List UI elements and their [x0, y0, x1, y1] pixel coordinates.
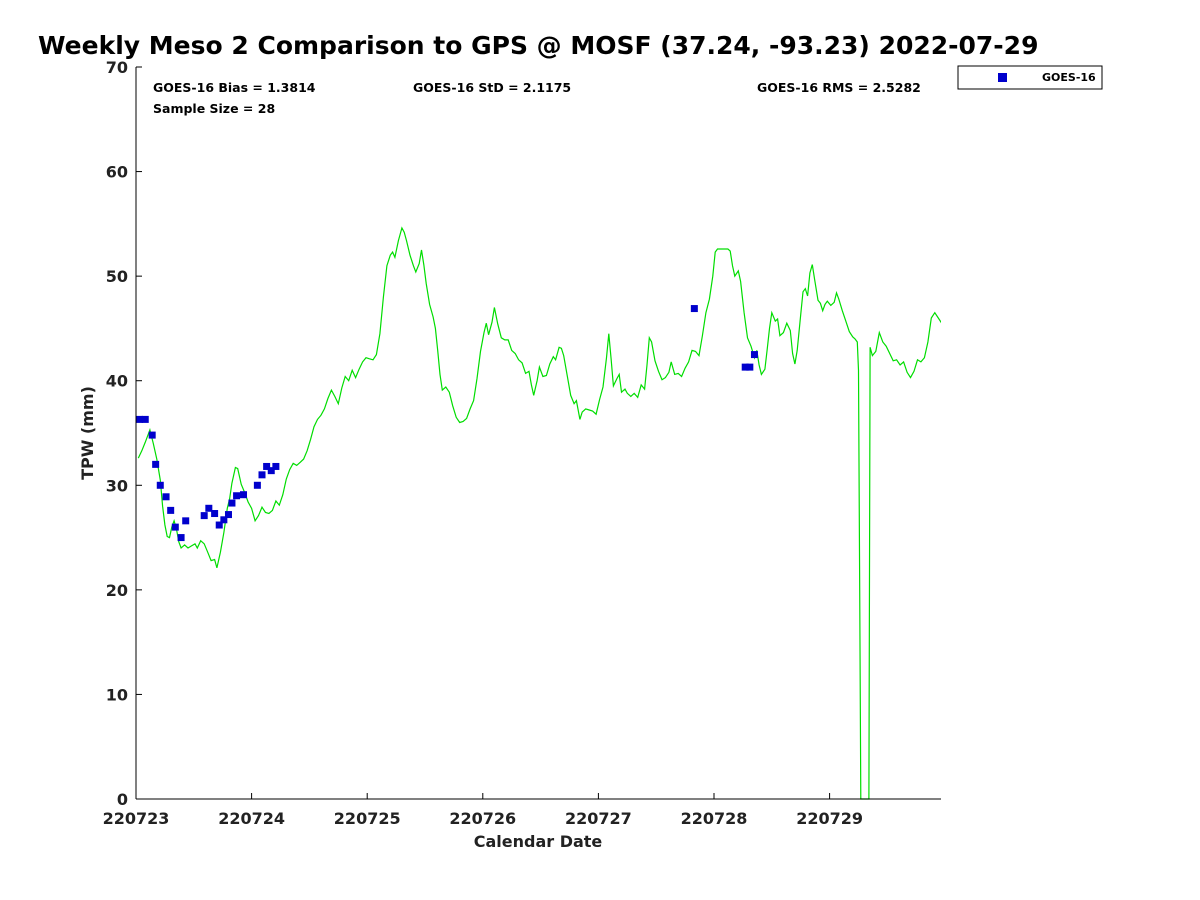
x-axis-label: Calendar Date [474, 832, 603, 851]
data-point [215, 521, 223, 529]
data-point [224, 511, 232, 519]
y-tick-label: 20 [106, 581, 128, 600]
data-point [135, 415, 143, 423]
legend-box [957, 65, 1103, 90]
data-point [141, 415, 149, 423]
x-tick-label: 220723 [103, 809, 170, 828]
bias-stat: GOES-16 Bias = 1.3814 [153, 80, 316, 95]
y-tick-label: 30 [106, 476, 128, 495]
data-point [167, 506, 175, 514]
x-tick-label: 220724 [218, 809, 285, 828]
rms-stat: GOES-16 RMS = 2.5282 [757, 80, 921, 95]
x-tick-label: 220728 [681, 809, 748, 828]
data-point [750, 351, 758, 359]
data-point [156, 481, 164, 489]
plot-area [135, 226, 941, 800]
data-point [182, 517, 190, 525]
x-tick-label: 220725 [334, 809, 401, 828]
data-point [263, 462, 271, 470]
chart-title: Weekly Meso 2 Comparison to GPS @ MOSF (… [38, 31, 1038, 60]
y-axis-label: TPW (mm) [78, 386, 97, 480]
data-point [253, 481, 261, 489]
legend: GOES-16 [957, 65, 1103, 90]
data-point [228, 499, 236, 507]
y-axis: 0 10 20 30 40 50 60 70 [106, 58, 142, 809]
x-tick-label: 220729 [796, 809, 863, 828]
data-point [233, 492, 241, 500]
y-tick-label: 0 [117, 790, 128, 809]
data-point [152, 460, 160, 468]
y-tick-label: 70 [106, 58, 128, 77]
data-point [741, 363, 749, 371]
y-tick-label: 10 [106, 685, 128, 704]
x-tick-label: 220726 [449, 809, 516, 828]
data-point [211, 510, 219, 518]
data-point [272, 462, 280, 470]
data-point [162, 493, 170, 501]
series-line-gps [137, 226, 941, 800]
data-point [171, 523, 179, 531]
data-point [148, 431, 156, 439]
data-point [267, 467, 275, 475]
x-axis: 220723 220724 220725 220726 220727 220728 2207… [103, 793, 941, 828]
data-point [746, 363, 754, 371]
y-tick-label: 60 [106, 163, 128, 182]
data-point [200, 512, 208, 520]
series-markers-goes-16 [135, 305, 758, 542]
y-tick-label: 40 [106, 372, 128, 391]
data-point [240, 491, 248, 499]
legend-marker-goes16 [998, 73, 1007, 82]
data-point [690, 305, 698, 313]
data-point [220, 516, 228, 524]
data-point [177, 534, 185, 542]
data-point [258, 471, 266, 479]
sample-size-stat: Sample Size = 28 [153, 101, 275, 116]
legend-label-goes16: GOES-16 [1042, 71, 1096, 84]
x-tick-label: 220727 [565, 809, 632, 828]
y-tick-label: 50 [106, 267, 128, 286]
std-stat: GOES-16 StD = 2.1175 [413, 80, 571, 95]
data-point [205, 504, 213, 512]
